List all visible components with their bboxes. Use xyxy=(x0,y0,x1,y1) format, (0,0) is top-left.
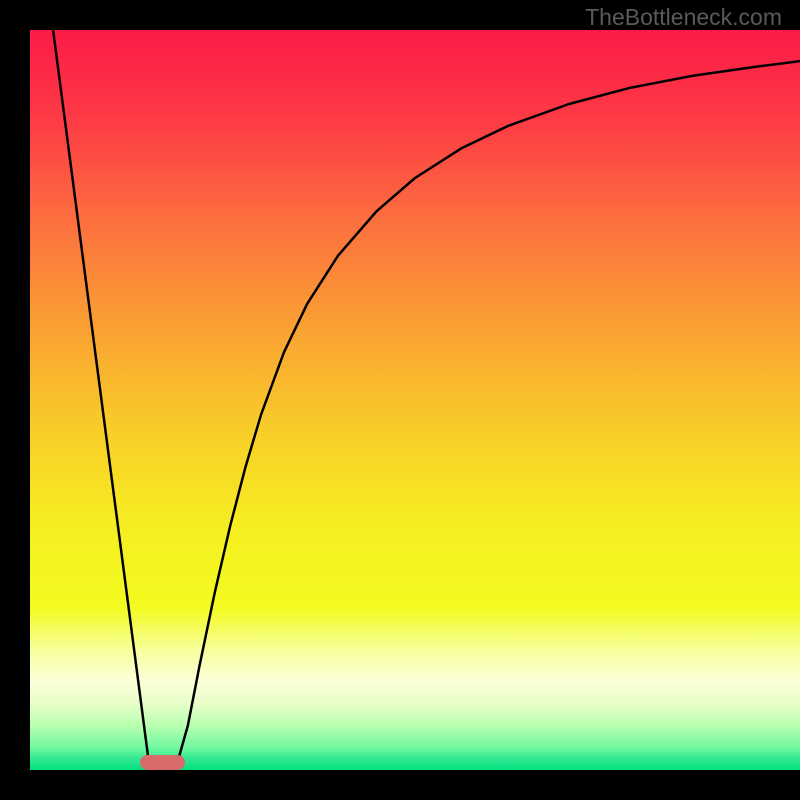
left-descending-line xyxy=(53,30,149,766)
bottleneck-marker xyxy=(140,755,185,770)
chart-curves xyxy=(30,30,800,770)
chart-plot-area xyxy=(30,30,800,770)
right-ascending-curve xyxy=(176,61,800,766)
watermark-text: TheBottleneck.com xyxy=(585,4,782,31)
